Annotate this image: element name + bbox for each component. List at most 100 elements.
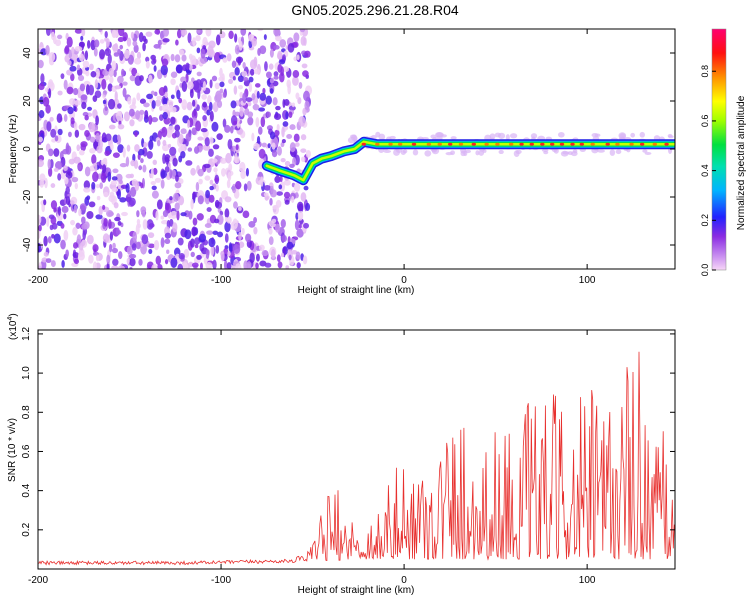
spectrogram-noise-blob — [92, 171, 99, 182]
spectrogram-noise-blob — [182, 105, 187, 111]
spectrogram-noise-blob — [192, 99, 196, 107]
spectrogram-noise-blob — [256, 90, 260, 99]
colorbar-frame — [711, 28, 727, 271]
spectrogram-noise-blob — [38, 59, 44, 69]
spectrogram-noise-blob — [194, 244, 199, 249]
spectrogram-noise-blob — [153, 44, 161, 49]
spectrogram-noise-blob — [187, 147, 193, 152]
snr-y-multiplier-label: (x10 — [8, 320, 19, 340]
spectrogram-noise-blob — [160, 215, 165, 220]
spectrogram-noise-blob — [230, 100, 237, 109]
spectrogram-noise-blob — [130, 186, 137, 197]
spectrogram-noise-blob — [70, 73, 75, 82]
spectrogram-y-tick-label: 20 — [22, 95, 33, 107]
spectrogram-noise-blob — [169, 196, 173, 201]
spectrogram-noise-blob — [155, 255, 162, 266]
spectrogram-halo-blob — [351, 134, 358, 142]
spectrogram-peak-dot — [540, 142, 545, 146]
spectrogram-noise-blob — [129, 257, 136, 267]
snr-x-ticks: -200 -100 0 100 — [28, 330, 596, 586]
snr-x-tick-label: 0 — [401, 575, 407, 586]
spectrogram-noise-blob — [54, 135, 59, 142]
spectrogram-noise-blob — [176, 89, 181, 100]
colorbar-ticks: 0.0 0.2 0.4 0.6 0.8 — [700, 65, 716, 276]
spectrogram-noise-blob — [298, 116, 306, 127]
spectrogram-noise-blob — [112, 242, 116, 249]
spectrogram-noise-blob — [243, 260, 249, 269]
spectrogram-noise-blob — [174, 202, 180, 211]
spectrogram-halo-blob — [450, 150, 455, 156]
spectrogram-noise-blob — [162, 139, 167, 146]
spectrogram-noise-blob — [103, 217, 108, 227]
spectrogram-peak-dot — [458, 142, 464, 146]
spectrogram-halo-blob — [618, 132, 627, 140]
spectrogram-noise-blob — [202, 101, 207, 108]
spectrogram-noise-blob — [215, 90, 222, 102]
spectrogram-noise-blob — [258, 126, 263, 135]
spectrogram-noise-blob — [268, 236, 274, 246]
spectrogram-noise-blob — [282, 121, 289, 127]
spectrogram-noise-blob — [162, 210, 169, 218]
spectrogram-noise-blob — [226, 262, 232, 269]
spectrogram-noise-blob — [271, 218, 277, 224]
spectrogram-noise-blob — [81, 216, 86, 224]
spectrogram-noise-blob — [302, 107, 307, 116]
spectrogram-noise-blob — [95, 132, 100, 143]
spectrogram-noise-blob — [136, 210, 140, 218]
spectrogram-noise-blob — [251, 93, 256, 101]
spectrogram-noise-blob — [68, 131, 72, 138]
spectrogram-peak-dot — [388, 142, 393, 146]
spectrogram-noise-blob — [289, 142, 296, 153]
spectrogram-noise-blob — [72, 251, 79, 259]
spectrogram-noise-blob — [246, 180, 252, 191]
spectrogram-noise-blob — [106, 254, 111, 265]
spectrogram-noise-blob — [116, 188, 122, 200]
spectrogram-noise-blob — [217, 100, 223, 109]
spectrogram-noise-blob — [153, 65, 157, 72]
spectrogram-noise-blob — [131, 101, 136, 107]
spectrogram-noise-blob — [48, 214, 55, 220]
spectrogram-noise-blob — [152, 159, 158, 166]
spectrogram-noise-blob — [115, 110, 123, 122]
spectrogram-noise-blob — [142, 42, 146, 52]
spectrogram-noise-blob — [94, 68, 101, 79]
spectrogram-noise-blob — [161, 103, 169, 113]
spectrogram-noise-blob — [304, 50, 311, 58]
spectrogram-noise-blob — [50, 31, 55, 41]
snr-y-tick-label: 0.8 — [21, 405, 32, 419]
spectrogram-halo-blob — [615, 149, 622, 155]
spectrogram-noise-blob — [94, 79, 99, 89]
spectrogram-noise-blob — [214, 199, 220, 208]
spectrogram-x-label: Height of straight line (km) — [298, 285, 415, 296]
spectrogram-noise-blob — [151, 116, 159, 123]
spectrogram-noise-blob — [110, 143, 114, 151]
spectrogram-noise-blob — [164, 232, 172, 239]
spectrogram-noise-blob — [93, 39, 100, 48]
spectrogram-noise-blob — [170, 116, 176, 125]
spectrogram-noise-blob — [139, 98, 147, 104]
spectrogram-noise-blob — [88, 254, 94, 264]
spectrogram-noise-blob — [64, 176, 69, 185]
spectrogram-noise-blob — [212, 144, 220, 150]
spectrogram-noise-blob — [130, 31, 135, 40]
spectrogram-noise-blob — [198, 233, 207, 243]
spectrogram-noise-blob — [195, 35, 201, 42]
spectrogram-noise-blob — [280, 252, 285, 258]
spectrogram-noise-blob — [298, 223, 302, 229]
spectrogram-noise-blob — [118, 179, 123, 185]
spectrogram-noise-blob — [255, 116, 260, 128]
spectrogram-noise-blob — [78, 123, 86, 131]
spectrogram-noise-blob — [45, 258, 52, 264]
spectrogram-noise-blob — [84, 129, 90, 137]
spectrogram-noise-blob — [178, 133, 184, 145]
spectrogram-noise-blob — [92, 95, 98, 102]
spectrogram-noise-blob — [215, 34, 221, 46]
spectrogram-signal-track — [261, 136, 675, 186]
spectrogram-noise-blob — [45, 29, 51, 36]
spectrogram-noise-blob — [61, 205, 69, 214]
spectrogram-noise-blob — [50, 128, 57, 138]
spectrogram-noise-blob — [209, 185, 214, 191]
spectrogram-noise-blob — [260, 176, 264, 187]
spectrogram-noise-blob — [241, 227, 245, 235]
spectrogram-noise-blob — [174, 182, 182, 189]
